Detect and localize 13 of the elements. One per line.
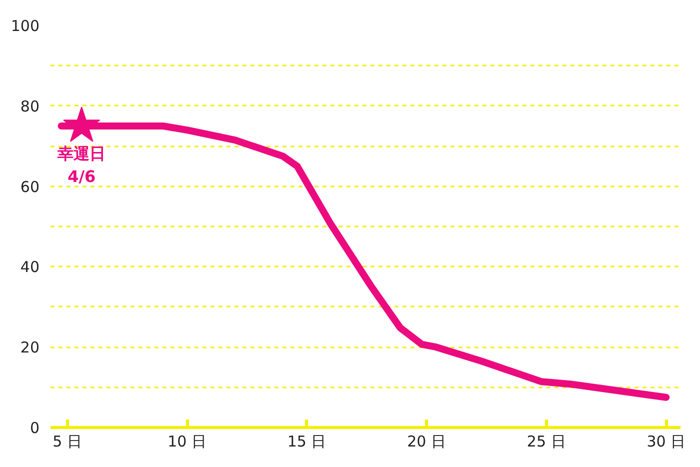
y-tick-label: 80 [20,97,40,116]
x-tick-label: 30 日 [646,432,686,450]
annotation: 幸運日 4/6 [56,144,106,186]
y-tick-label: 40 [20,258,40,276]
x-tick-label: 25 日 [526,432,566,450]
y-tick-label: 0 [30,419,40,437]
y-tick-label: 100 [10,17,40,35]
y-tick-label: 60 [20,178,40,196]
y-tick-label: 20 [20,338,40,357]
x-tick-label: 20 日 [407,432,446,450]
x-tick-label: 5 日 [52,432,82,450]
x-tick-label: 15 日 [287,432,326,450]
x-tick-label: 10 日 [168,432,206,450]
